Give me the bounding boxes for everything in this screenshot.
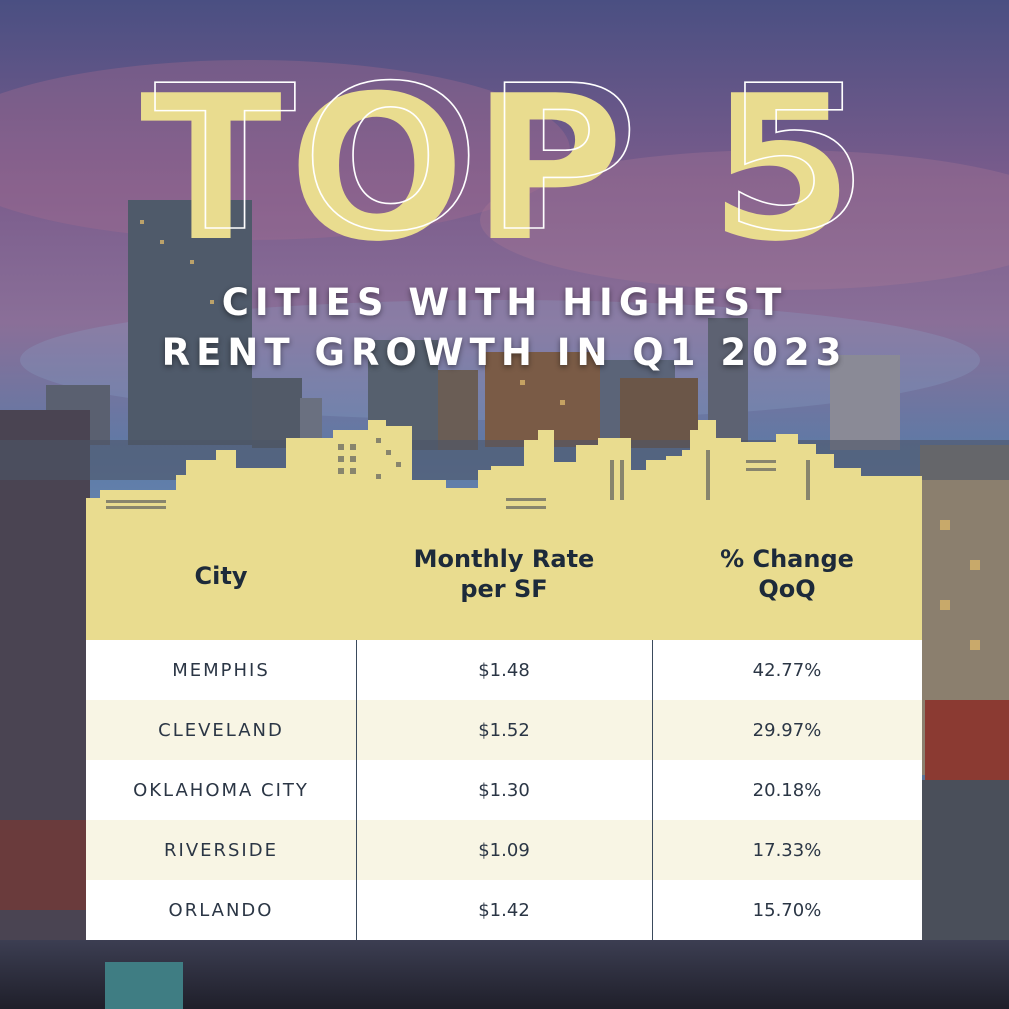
- table-row: CLEVELAND $1.52 29.97%: [86, 700, 922, 760]
- city-cell: CLEVELAND: [158, 719, 284, 741]
- column-header-change: % Change QoQ: [720, 545, 854, 603]
- skyline-silhouette-graphic: [86, 420, 922, 520]
- change-cell: 15.70%: [752, 899, 822, 921]
- change-cell: 29.97%: [752, 719, 822, 741]
- column-header-monthly-rate: Monthly Rate per SF: [413, 545, 595, 603]
- city-cell: ORLANDO: [168, 899, 274, 921]
- rate-cell: $1.30: [478, 779, 530, 801]
- rate-cell: $1.48: [478, 659, 530, 681]
- table-row: OKLAHOMA CITY $1.30 20.18%: [86, 760, 922, 820]
- table-row: RIVERSIDE $1.09 17.33%: [86, 820, 922, 880]
- headline-outline: TOP 5: [154, 60, 874, 270]
- change-cell: 20.18%: [752, 779, 822, 801]
- change-cell: 17.33%: [752, 839, 822, 861]
- rent-growth-table: City Monthly Rate per SF % Change QoQ ME…: [86, 512, 922, 940]
- column-divider: [356, 640, 357, 940]
- table-row: MEMPHIS $1.48 42.77%: [86, 640, 922, 700]
- change-cell: 42.77%: [752, 659, 822, 681]
- rate-cell: $1.52: [478, 719, 530, 741]
- column-divider: [652, 640, 653, 940]
- rate-cell: $1.09: [478, 839, 530, 861]
- table-row: ORLANDO $1.42 15.70%: [86, 880, 922, 940]
- headline-text: TOP 5: [140, 60, 860, 270]
- subtitle-line-1: CITIES WITH HIGHEST: [221, 281, 788, 324]
- subtitle-line-2: RENT GROWTH IN Q1 2023: [161, 331, 848, 374]
- subtitle: CITIES WITH HIGHEST RENT GROWTH IN Q1 20…: [0, 278, 1009, 378]
- city-cell: MEMPHIS: [172, 659, 270, 681]
- rate-cell: $1.42: [478, 899, 530, 921]
- table-header: City Monthly Rate per SF % Change QoQ: [86, 512, 922, 640]
- city-cell: OKLAHOMA CITY: [133, 779, 309, 801]
- column-header-city: City: [194, 562, 248, 590]
- headline-title: TOP 5 TOP 5: [140, 60, 874, 270]
- city-cell: RIVERSIDE: [164, 839, 278, 861]
